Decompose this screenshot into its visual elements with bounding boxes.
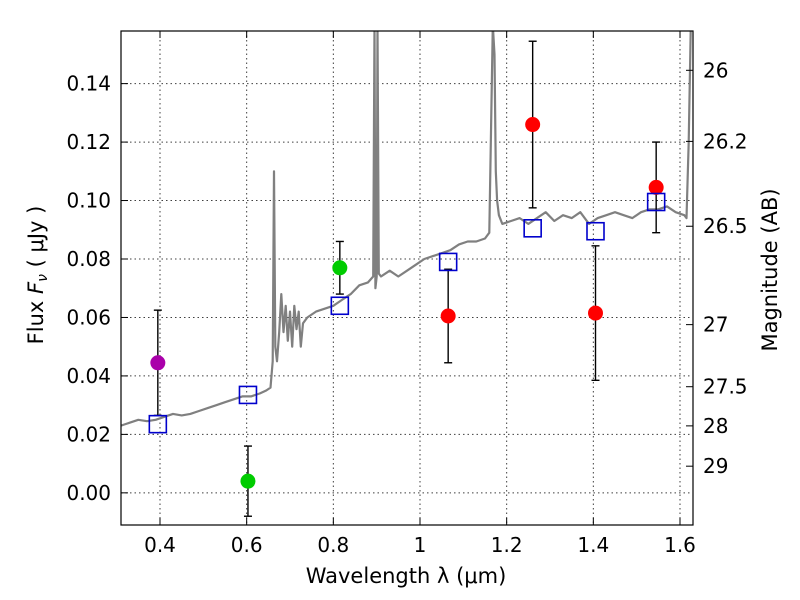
model-spectrum-layer: [121, 31, 692, 427]
x-tick-label: 1.2: [491, 533, 523, 557]
x-tick-label: 1.6: [664, 533, 696, 557]
model-photometry-marker: [523, 219, 542, 238]
mag-tick-label: 26.5: [703, 214, 748, 238]
y-axis-title-flux: Flux: [24, 294, 48, 344]
y-tick-label: 0.14: [66, 72, 111, 96]
mag-tick-label: 26: [703, 58, 728, 82]
y-axis-title-symbol: F: [24, 281, 48, 294]
y-tick-label: 0.06: [66, 305, 111, 329]
model-photometry-marker: [438, 252, 458, 272]
y-axis-title-units: ( μJy ): [24, 206, 48, 274]
data-point-observed-red: [648, 179, 664, 195]
mag-tick-label: 27.5: [703, 375, 748, 399]
x-axis-title: Wavelength λ (μm): [306, 564, 507, 588]
model-photometry-marker: [646, 192, 666, 212]
model-photometry-marker: [148, 414, 168, 434]
data-point-observed-red: [588, 305, 603, 321]
x-tick-label: 1: [414, 533, 427, 557]
y-tick-label: 0.08: [66, 247, 111, 271]
y-tick-label: 0.12: [66, 130, 111, 154]
y-axis-title-subscript: ν: [35, 274, 51, 282]
y-tick-label: 0.04: [66, 364, 111, 388]
plot-frame: [120, 30, 694, 526]
data-point-observed-green: [240, 473, 256, 489]
model-spectrum-line: [121, 31, 692, 427]
mag-tick-label: 27: [703, 313, 728, 337]
y-tick-label: 0.10: [66, 189, 111, 213]
model-photometry-marker: [586, 221, 605, 241]
data-point-observed-violet: [150, 355, 166, 371]
y-tick-label: 0.00: [66, 481, 111, 505]
y-tick-label: 0.02: [66, 422, 111, 446]
data-point-observed-red: [440, 308, 456, 324]
y-axis-title: Flux Fν ( μJy ): [24, 206, 51, 345]
y2-axis-title: Magnitude (AB): [758, 188, 782, 351]
x-tick-label: 1.4: [577, 533, 609, 557]
model-photometry-marker: [330, 296, 350, 316]
data-points-layer: [148, 40, 666, 517]
data-point-observed-green: [332, 260, 348, 276]
data-point-observed-red: [525, 117, 541, 133]
grid: [121, 31, 693, 525]
x-tick-label: 0.8: [317, 533, 349, 557]
x-tick-label: 0.4: [144, 533, 176, 557]
model-photometry-marker: [238, 385, 258, 405]
mag-tick-label: 28: [703, 414, 728, 438]
mag-tick-label: 26.2: [703, 129, 748, 153]
mag-tick-label: 29: [703, 454, 728, 478]
x-tick-label: 0.6: [231, 533, 263, 557]
axes: 0.4 0.6 0.8 1 1.2 1.4 1.6 0.00 0.02 0.04 0.06 0.08 0…: [66, 30, 748, 557]
